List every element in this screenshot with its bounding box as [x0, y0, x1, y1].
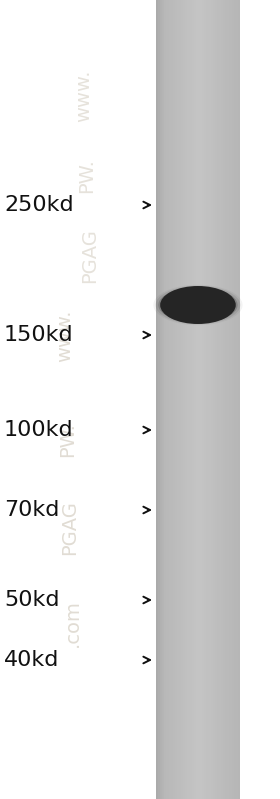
- Text: PW.: PW.: [77, 158, 96, 193]
- Bar: [162, 0, 163, 799]
- Bar: [164, 0, 167, 799]
- Ellipse shape: [158, 287, 238, 323]
- Bar: [206, 0, 209, 799]
- Bar: [169, 0, 171, 799]
- Bar: [198, 0, 200, 799]
- Bar: [156, 0, 157, 799]
- Text: PGAG: PGAG: [80, 229, 99, 283]
- Bar: [183, 0, 186, 799]
- Bar: [219, 0, 221, 799]
- Text: PGAG: PGAG: [60, 500, 80, 555]
- Bar: [162, 0, 165, 799]
- Bar: [175, 0, 178, 799]
- Text: 50kd: 50kd: [4, 590, 59, 610]
- Bar: [208, 0, 211, 799]
- Bar: [232, 0, 234, 799]
- Bar: [204, 0, 207, 799]
- Text: 100kd: 100kd: [4, 420, 74, 440]
- Bar: [185, 0, 188, 799]
- Bar: [190, 0, 192, 799]
- Bar: [159, 0, 160, 799]
- Bar: [213, 0, 215, 799]
- Bar: [236, 0, 238, 799]
- Bar: [227, 0, 230, 799]
- Bar: [157, 0, 158, 799]
- Bar: [211, 0, 213, 799]
- Bar: [234, 0, 236, 799]
- Bar: [171, 0, 173, 799]
- Bar: [160, 0, 161, 799]
- Ellipse shape: [160, 286, 236, 324]
- Bar: [177, 0, 179, 799]
- Text: 150kd: 150kd: [4, 325, 74, 345]
- Bar: [161, 0, 162, 799]
- Bar: [181, 0, 184, 799]
- Bar: [202, 0, 205, 799]
- Bar: [179, 0, 182, 799]
- Bar: [188, 0, 190, 799]
- Bar: [225, 0, 228, 799]
- Ellipse shape: [153, 284, 242, 325]
- Ellipse shape: [156, 286, 240, 324]
- Text: www.: www.: [74, 70, 94, 122]
- Bar: [238, 0, 241, 799]
- Bar: [194, 0, 196, 799]
- Text: PW.: PW.: [58, 422, 77, 457]
- Text: .com: .com: [63, 599, 82, 647]
- Text: www.: www.: [55, 309, 74, 362]
- Bar: [196, 0, 199, 799]
- Bar: [158, 0, 159, 799]
- Bar: [166, 0, 169, 799]
- Bar: [156, 0, 158, 799]
- Bar: [215, 0, 217, 799]
- Bar: [223, 0, 226, 799]
- Bar: [156, 0, 240, 799]
- Text: 250kd: 250kd: [4, 195, 74, 215]
- Bar: [192, 0, 194, 799]
- Bar: [217, 0, 220, 799]
- Bar: [158, 0, 161, 799]
- Bar: [173, 0, 175, 799]
- Text: 40kd: 40kd: [4, 650, 59, 670]
- Bar: [230, 0, 232, 799]
- Bar: [163, 0, 164, 799]
- Bar: [200, 0, 203, 799]
- Bar: [221, 0, 224, 799]
- Text: 70kd: 70kd: [4, 500, 59, 520]
- Bar: [160, 0, 163, 799]
